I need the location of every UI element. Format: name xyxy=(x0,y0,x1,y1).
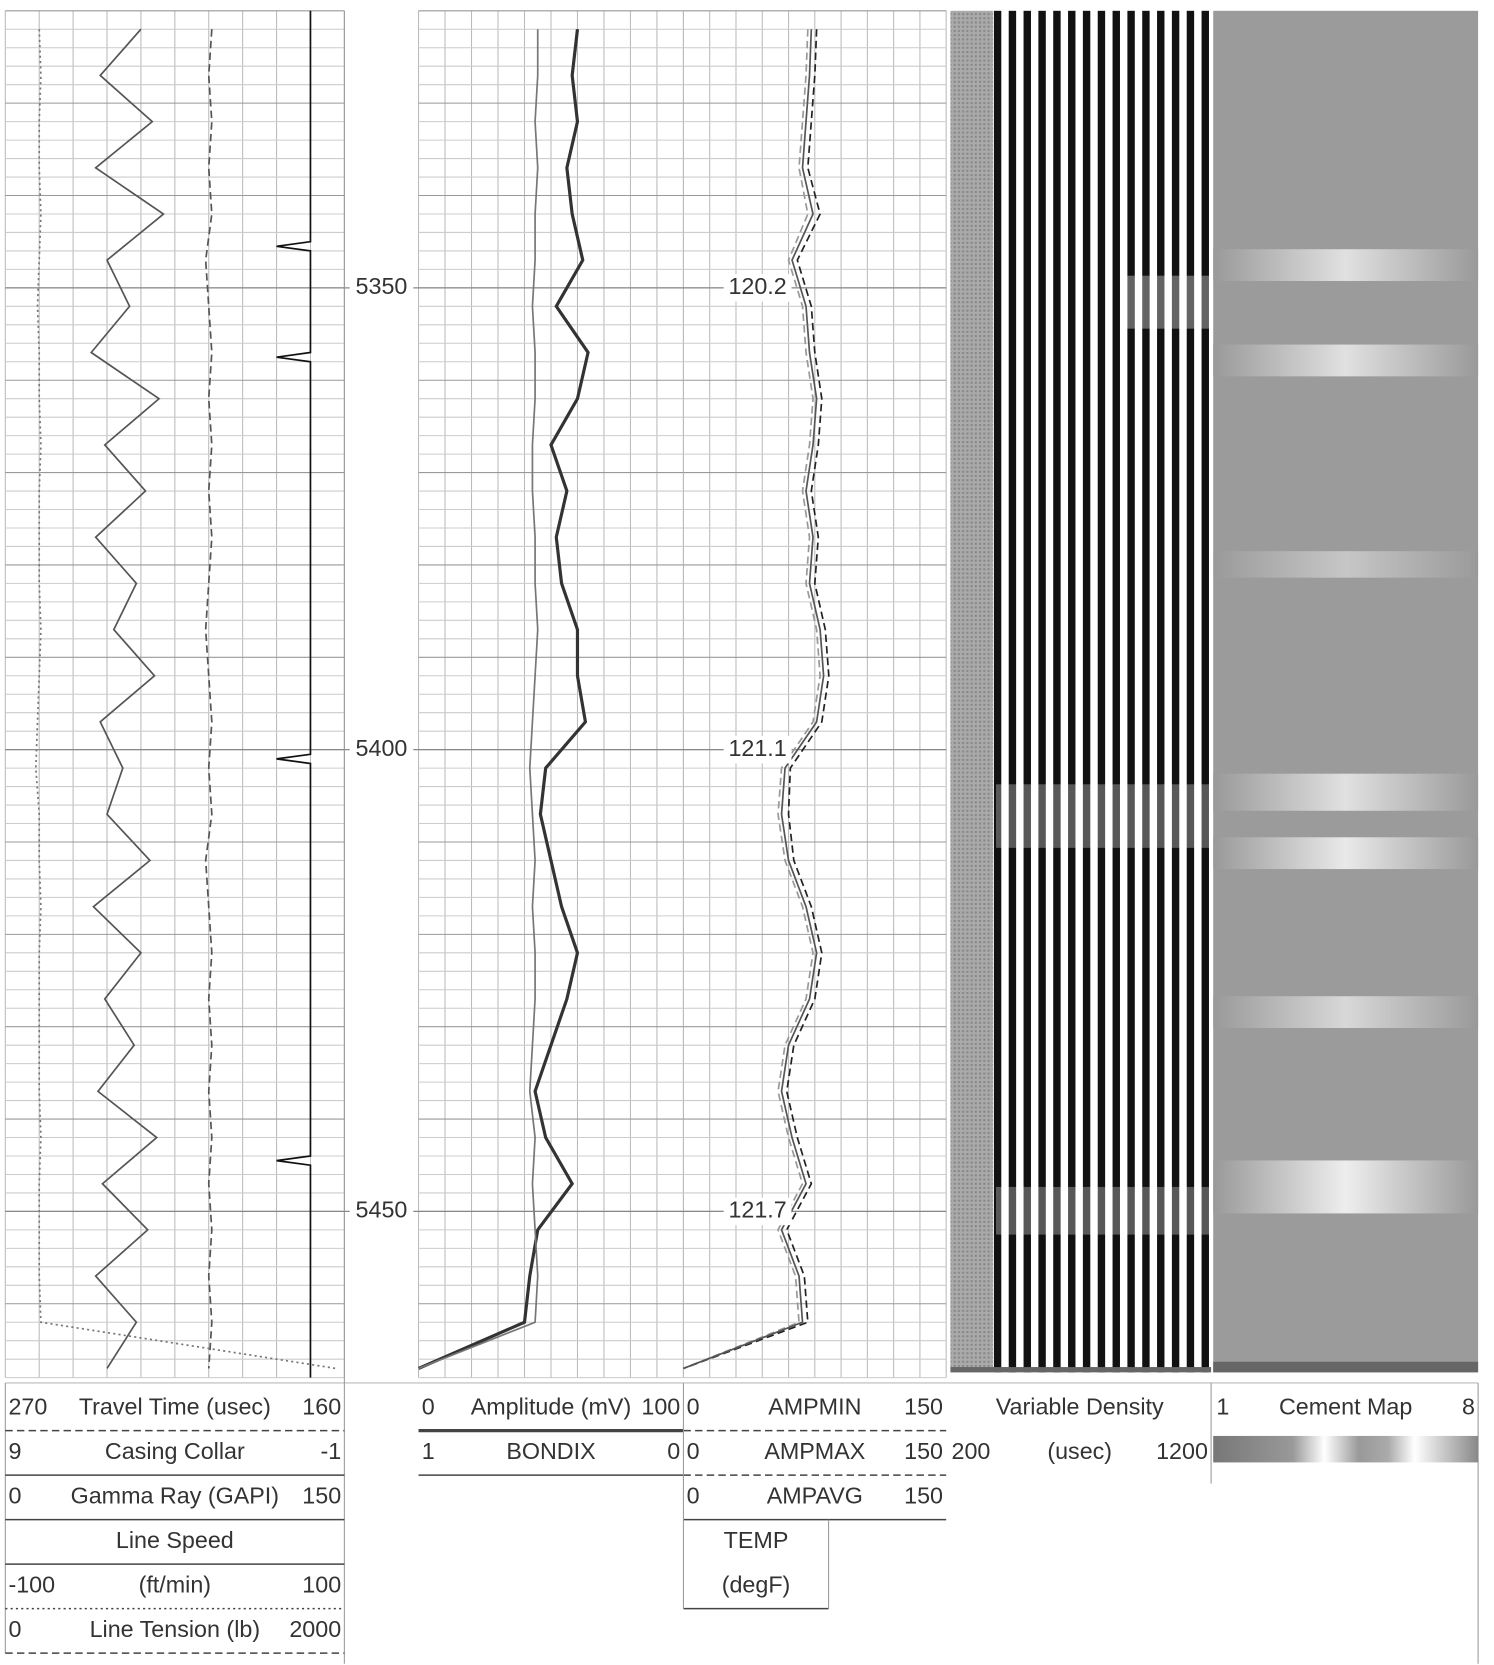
scale-min: 0 xyxy=(422,1394,435,1420)
log-curve xyxy=(418,29,539,1370)
scale-min: -100 xyxy=(8,1572,55,1598)
curve-name: AMPMAX xyxy=(764,1438,865,1464)
cement-scale xyxy=(1213,1435,1479,1463)
scale-max: 150 xyxy=(904,1483,943,1509)
curve-name: Line Speed xyxy=(116,1527,234,1553)
cement-band xyxy=(1213,249,1479,281)
temp-label-bg xyxy=(723,274,792,302)
temp-label: 121.1 xyxy=(728,735,786,761)
scale-min: 200 xyxy=(951,1438,990,1464)
scale-max: 150 xyxy=(904,1394,943,1420)
curve-name: (degF) xyxy=(722,1572,791,1598)
scale-min: 9 xyxy=(8,1438,21,1464)
cement-band xyxy=(1213,996,1479,1028)
scale-max: 150 xyxy=(904,1438,943,1464)
scale-max: 1200 xyxy=(1156,1438,1208,1464)
depth-label-bg xyxy=(349,735,414,764)
cement-track xyxy=(1213,10,1479,1373)
temp-label-bg xyxy=(723,1197,792,1226)
curves: 120.2 121.1 121.7 xyxy=(34,10,830,1378)
curve-name: AMPAVG xyxy=(767,1483,863,1509)
depth-label-bg xyxy=(349,274,414,302)
log-curve xyxy=(276,10,312,1378)
log-curve xyxy=(683,29,830,1370)
scale-max: 0 xyxy=(667,1438,680,1464)
curve-name: Variable Density xyxy=(996,1394,1164,1420)
header: 270 Travel Time (usec) 160 9 Casing Collar -1… xyxy=(4,10,1479,1664)
scale-min: 1 xyxy=(1216,1394,1229,1420)
curve-name: Gamma Ray (GAPI) xyxy=(71,1483,279,1509)
scale-min: 0 xyxy=(687,1483,700,1509)
vdl-band xyxy=(950,10,993,1373)
cement-band xyxy=(1213,344,1479,377)
log-curve xyxy=(34,29,337,1370)
temp-label-bg xyxy=(723,735,792,764)
temp-label: 120.2 xyxy=(728,273,786,299)
log-curve xyxy=(89,28,165,1369)
cement-band xyxy=(1213,837,1479,870)
scale-min: 270 xyxy=(8,1394,47,1420)
curve-name: Cement Map xyxy=(1279,1394,1412,1420)
scale-min: 1 xyxy=(422,1438,435,1464)
cement-fill xyxy=(1213,10,1479,1373)
curve-name: (usec) xyxy=(1047,1438,1112,1464)
scale-max: 150 xyxy=(302,1483,341,1509)
vdl-noise xyxy=(996,784,1212,848)
scale-min: 0 xyxy=(687,1438,700,1464)
cement-band xyxy=(1213,773,1479,811)
cement-band xyxy=(1213,551,1479,578)
curve-name: AMPMIN xyxy=(768,1394,861,1420)
log-curve xyxy=(683,29,821,1370)
scale-max: 2000 xyxy=(289,1616,341,1642)
curve-name: TEMP xyxy=(724,1527,789,1553)
vdl-stripes xyxy=(992,10,1212,1373)
log-curve xyxy=(204,29,213,1369)
curve-name: Travel Time (usec) xyxy=(79,1394,271,1420)
scale-max: 100 xyxy=(641,1394,680,1420)
scale-max: -1 xyxy=(320,1438,341,1464)
curve-name: Amplitude (mV) xyxy=(471,1394,632,1420)
curve-name: Line Tension (lb) xyxy=(90,1616,261,1642)
curve-name: Casing Collar xyxy=(105,1438,245,1464)
vdl-bottom xyxy=(950,1367,1212,1373)
depth-label-bg xyxy=(349,1197,414,1226)
depth-label: 5350 xyxy=(356,273,408,299)
curve-name: BONDIX xyxy=(506,1438,596,1464)
depth-label: 5400 xyxy=(356,735,408,761)
cement-bottom xyxy=(1213,1361,1479,1373)
vdl-noise xyxy=(1123,275,1212,329)
scale-max: 100 xyxy=(302,1572,341,1598)
temp-label: 121.7 xyxy=(728,1197,786,1223)
depth-label: 5450 xyxy=(356,1197,408,1223)
scale-max: 160 xyxy=(302,1394,341,1420)
scale-min: 0 xyxy=(8,1616,21,1642)
scale-min: 0 xyxy=(687,1394,700,1420)
grid: 5350 5400 5450 xyxy=(4,10,947,1379)
log-curve xyxy=(683,29,825,1370)
curve-name: (ft/min) xyxy=(139,1572,211,1598)
scale-min: 0 xyxy=(8,1483,21,1509)
vdl-noise xyxy=(996,1186,1212,1235)
log-curve xyxy=(417,29,590,1370)
vdl-track xyxy=(950,10,1212,1373)
scale-max: 8 xyxy=(1462,1394,1475,1420)
cement-band xyxy=(1213,1160,1479,1214)
